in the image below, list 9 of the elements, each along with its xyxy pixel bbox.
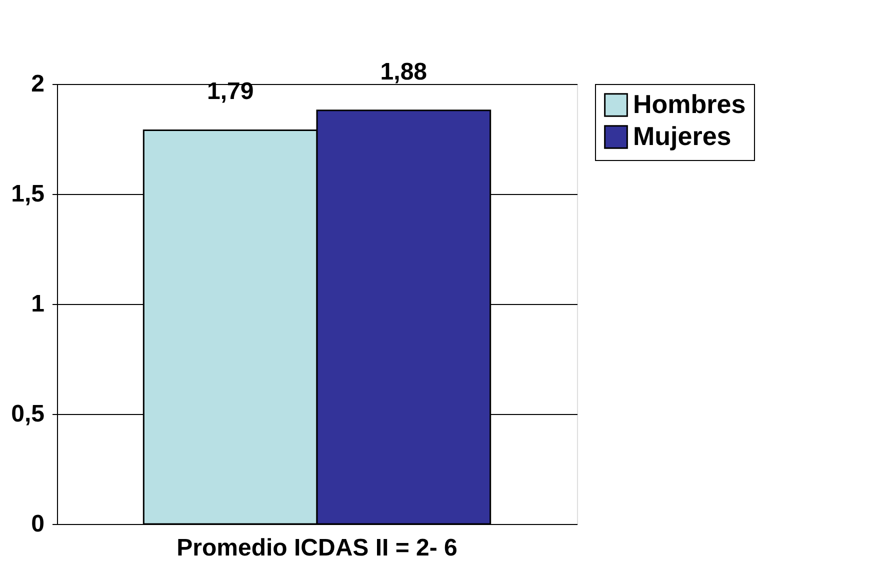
y-tick-label: 1 [31,290,44,318]
y-tick-label: 1,5 [11,180,44,208]
y-tick-label: 2 [31,70,44,98]
x-tick-label: Promedio ICDAS II = 2- 6 [176,534,458,562]
y-tick-label: 0 [31,510,44,538]
y-tick-label: 0,5 [11,400,44,428]
legend-label: Hombres [633,89,746,119]
legend-label: Mujeres [633,121,732,151]
data-label: 1,88 [380,58,428,86]
